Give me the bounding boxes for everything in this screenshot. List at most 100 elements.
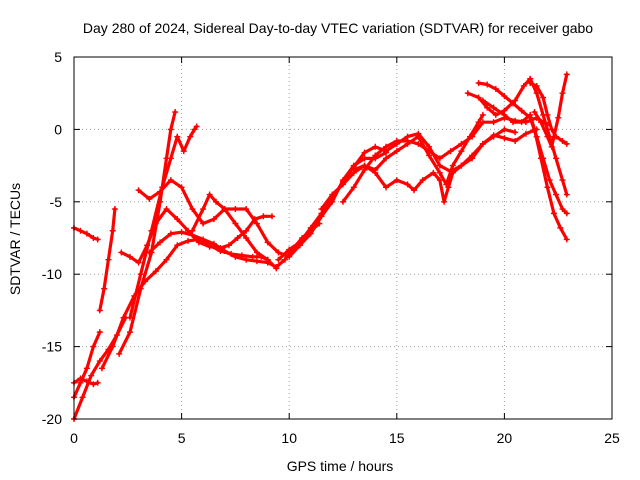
data-point (546, 177, 553, 184)
y-tick-label: 5 (54, 49, 62, 65)
data-point (553, 191, 560, 198)
data-point (234, 235, 241, 241)
series-line (466, 77, 569, 197)
data-point (490, 133, 497, 140)
data-point (94, 236, 101, 243)
data-point (126, 314, 133, 321)
data-point (253, 220, 260, 227)
series-sat-f (98, 236, 271, 372)
data-point (393, 148, 400, 155)
data-point (307, 224, 314, 231)
data-point (557, 224, 564, 231)
data-point (243, 235, 250, 241)
x-tick-label: 5 (178, 430, 186, 446)
data-point (466, 133, 473, 140)
data-point (79, 394, 86, 401)
data-point (436, 169, 443, 176)
data-point (458, 148, 465, 155)
data-point (225, 242, 232, 249)
data-point (163, 256, 170, 263)
data-point (135, 259, 142, 266)
data-point (180, 148, 187, 155)
data-point (550, 133, 557, 140)
data-point (144, 242, 151, 249)
data-point (116, 350, 123, 357)
y-axis-label: SDTVAR / TECUs (7, 183, 23, 295)
series-sat-a (71, 224, 101, 243)
data-point (193, 123, 200, 130)
data-point (200, 206, 207, 213)
data-point (527, 80, 534, 87)
data-point (436, 162, 443, 169)
data-point (475, 94, 482, 101)
data-point (157, 188, 164, 195)
series-line (276, 127, 539, 262)
data-point (518, 119, 525, 126)
data-point (253, 258, 260, 265)
data-point (479, 97, 486, 104)
x-tick-label: 0 (70, 430, 78, 446)
data-point (544, 133, 551, 140)
data-point (404, 140, 411, 147)
series-line (528, 81, 569, 146)
data-point (458, 140, 465, 147)
data-point (553, 155, 560, 162)
data-point (210, 240, 217, 247)
data-point (189, 206, 196, 213)
data-point (146, 195, 153, 202)
data-point (281, 256, 288, 263)
data-point (527, 111, 534, 118)
data-point (178, 184, 185, 191)
data-point (318, 206, 325, 213)
data-point (533, 82, 540, 89)
series-sat-p (350, 111, 486, 188)
data-point (163, 206, 170, 213)
data-point (510, 100, 517, 107)
data-point (563, 71, 570, 78)
data-point (264, 239, 271, 246)
axes: 0 5 10 15 20 25 -20 -15 -10 -5 0 5 (42, 49, 620, 446)
data-point (441, 198, 448, 205)
data-point (253, 249, 260, 256)
data-point (419, 177, 426, 184)
data-point (275, 256, 282, 263)
data-point (563, 140, 570, 147)
data-point (174, 133, 181, 140)
data-point (447, 148, 454, 155)
data-point (522, 130, 529, 137)
data-point (178, 229, 185, 236)
data-point (268, 213, 275, 220)
data-point (550, 210, 557, 217)
data-point (479, 111, 486, 118)
data-point (340, 181, 346, 188)
data-point (172, 109, 179, 116)
data-point (512, 129, 519, 136)
data-point (490, 119, 497, 126)
data-point (501, 93, 508, 100)
data-point (83, 230, 90, 237)
data-point (273, 265, 280, 272)
data-point (559, 177, 566, 184)
data-point (458, 162, 465, 169)
data-point (94, 379, 101, 386)
data-point (559, 90, 566, 97)
data-point (464, 90, 471, 97)
data-point (350, 166, 357, 173)
data-point (167, 230, 174, 237)
data-point (501, 111, 508, 118)
y-tick-label: -20 (42, 411, 62, 427)
data-point (118, 249, 125, 256)
data-point (105, 256, 112, 263)
data-point (393, 177, 400, 184)
x-tick-label: 20 (497, 430, 513, 446)
data-point (88, 372, 95, 379)
series-sat-r (475, 80, 570, 217)
data-point (96, 329, 103, 336)
data-point (540, 94, 547, 101)
data-point (187, 133, 194, 140)
data-point (221, 248, 228, 255)
data-point (537, 119, 544, 126)
data-point (77, 379, 84, 386)
series-line (128, 124, 199, 320)
data-point (475, 119, 482, 126)
